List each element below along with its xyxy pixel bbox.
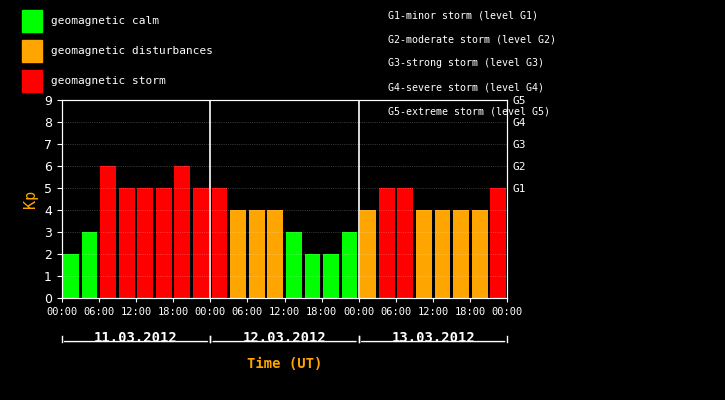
Text: Time (UT): Time (UT) (247, 358, 322, 371)
Text: G1-minor storm (level G1): G1-minor storm (level G1) (388, 10, 538, 20)
Bar (397, 188, 413, 298)
Bar (341, 232, 357, 298)
Text: G3-strong storm (level G3): G3-strong storm (level G3) (388, 58, 544, 68)
Text: 12.03.2012: 12.03.2012 (243, 331, 326, 345)
Bar (137, 188, 153, 298)
Text: 13.03.2012: 13.03.2012 (392, 331, 475, 345)
Bar (82, 232, 97, 298)
Bar (286, 232, 302, 298)
Text: geomagnetic storm: geomagnetic storm (51, 76, 165, 86)
Text: G4-severe storm (level G4): G4-severe storm (level G4) (388, 82, 544, 92)
Bar (212, 188, 228, 298)
Bar (100, 166, 116, 298)
Bar (472, 210, 487, 298)
Bar (175, 166, 190, 298)
Bar (249, 210, 265, 298)
Bar (119, 188, 135, 298)
Text: geomagnetic disturbances: geomagnetic disturbances (51, 46, 212, 56)
Bar (304, 254, 320, 298)
Bar (193, 188, 209, 298)
Bar (63, 254, 79, 298)
Bar (268, 210, 283, 298)
Text: G5-extreme storm (level G5): G5-extreme storm (level G5) (388, 106, 550, 116)
Bar (231, 210, 246, 298)
Bar (379, 188, 394, 298)
Bar (156, 188, 172, 298)
Text: G2-moderate storm (level G2): G2-moderate storm (level G2) (388, 34, 556, 44)
Bar (434, 210, 450, 298)
Bar (490, 188, 506, 298)
Bar (453, 210, 469, 298)
Text: geomagnetic calm: geomagnetic calm (51, 16, 159, 26)
Bar (360, 210, 376, 298)
Bar (323, 254, 339, 298)
Bar (416, 210, 432, 298)
Y-axis label: Kp: Kp (23, 190, 38, 208)
Text: 11.03.2012: 11.03.2012 (94, 331, 178, 345)
